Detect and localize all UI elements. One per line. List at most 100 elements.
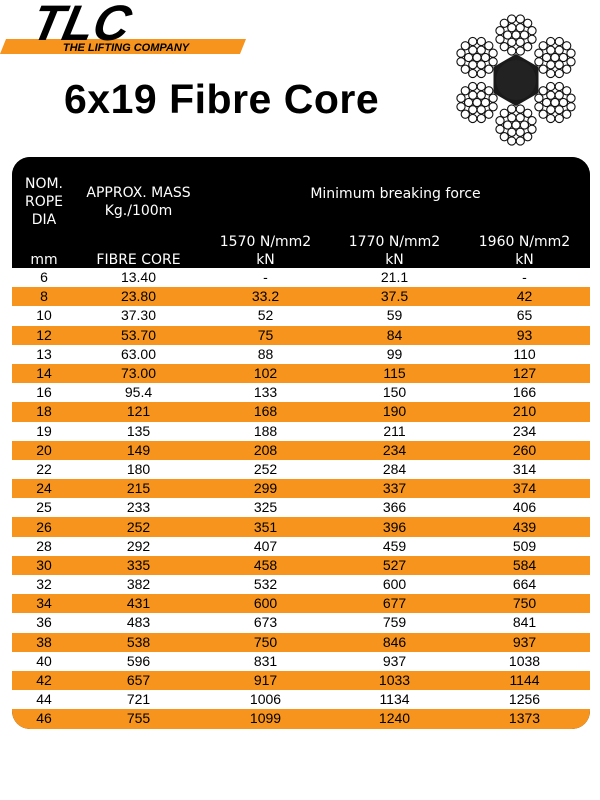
cell-force-1960: 406 [459,498,590,518]
table-row: 40 596 831 937 1038 [12,651,590,671]
logo-tagline: THE LIFTING COMPANY [63,42,191,54]
cell-force-1770: 677 [330,594,459,614]
cell-force-1770: 846 [330,632,459,652]
cell-mass: 538 [76,632,201,652]
table-row: 8 23.80 33.2 37.5 42 [12,287,590,307]
cell-force-1770: 99 [330,344,459,364]
table-row: 32 382 532 600 664 [12,575,590,595]
cell-rope-dia: 19 [12,421,76,441]
cell-force-1570: 252 [201,459,330,480]
cell-mass: 135 [76,421,201,441]
cell-mass: 215 [76,479,201,499]
cell-force-1570: - [201,268,330,288]
company-logo: TLC THE LIFTING COMPANY [0,0,250,62]
cell-force-1960: 584 [459,555,590,575]
header-unit-kn: kN [515,252,534,268]
cell-force-1960: 509 [459,536,590,556]
cell-mass: 23.80 [76,287,201,307]
cell-rope-dia: 36 [12,613,76,633]
cell-rope-dia: 25 [12,498,76,518]
cell-force-1770: 190 [330,402,459,422]
cell-force-1960: 937 [459,632,590,652]
cell-rope-dia: 22 [12,459,76,480]
cell-rope-dia: 13 [12,344,76,364]
cell-force-1570: 88 [201,344,330,364]
table-row: 30 335 458 527 584 [12,555,590,575]
cell-rope-dia: 32 [12,575,76,595]
table-header: NOM. ROPE DIA mm APPROX. MASS Kg./100m F… [12,157,590,268]
cell-mass: 233 [76,498,201,518]
table-row: 34 431 600 677 750 [12,594,590,614]
cell-force-1570: 1006 [201,690,330,710]
header-fibre-core: FIBRE CORE [96,252,181,268]
cell-force-1570: 750 [201,632,330,652]
cell-force-1770: 234 [330,440,459,460]
cell-rope-dia: 8 [12,287,76,307]
table-row: 20 149 208 234 260 [12,440,590,460]
cell-mass: 149 [76,440,201,460]
cell-force-1770: 366 [330,498,459,518]
cell-mass: 292 [76,536,201,556]
cell-force-1770: 396 [330,517,459,537]
cell-mass: 13.40 [76,268,201,288]
cell-force-1770: 1240 [330,709,459,729]
cell-mass: 63.00 [76,344,201,364]
cell-force-1960: 1038 [459,651,590,671]
cell-rope-dia: 18 [12,402,76,422]
cell-force-1770: 459 [330,536,459,556]
cell-force-1770: 115 [330,363,459,384]
cell-rope-dia: 10 [12,306,76,326]
cell-force-1570: 299 [201,479,330,499]
cell-force-1770: 284 [330,459,459,480]
cell-force-1960: 664 [459,575,590,595]
cell-rope-dia: 14 [12,363,76,384]
header-unit-mm: mm [30,252,58,268]
cell-force-1770: 337 [330,479,459,499]
table-row: 13 63.00 88 99 110 [12,344,590,364]
header-approx-mass: APPROX. MASS Kg./100m [86,185,191,219]
cell-force-1960: 374 [459,479,590,499]
table-row: 24 215 299 337 374 [12,479,590,499]
header-nom-rope-dia: NOM. ROPE DIA [24,176,64,228]
cell-force-1960: 210 [459,402,590,422]
cell-force-1960: 439 [459,517,590,537]
table-row: 36 483 673 759 841 [12,613,590,633]
cell-force-1570: 407 [201,536,330,556]
cell-rope-dia: 20 [12,440,76,460]
cell-mass: 37.30 [76,306,201,326]
cell-force-1570: 458 [201,555,330,575]
cell-force-1570: 532 [201,575,330,595]
cell-rope-dia: 12 [12,325,76,345]
cell-force-1570: 33.2 [201,287,330,307]
cell-mass: 657 [76,670,201,691]
table-row: 26 252 351 396 439 [12,517,590,537]
cell-rope-dia: 16 [12,383,76,403]
cell-force-1570: 168 [201,402,330,422]
cell-force-1960: 65 [459,306,590,326]
cell-force-1570: 917 [201,670,330,691]
cell-force-1570: 351 [201,517,330,537]
cell-force-1570: 52 [201,306,330,326]
breaking-force-table: NOM. ROPE DIA mm APPROX. MASS Kg./100m F… [12,157,590,729]
cell-force-1960: 260 [459,440,590,460]
table-row: 42 657 917 1033 1144 [12,670,590,691]
cell-force-1770: 1033 [330,670,459,691]
table-row: 10 37.30 52 59 65 [12,306,590,326]
header-minimum-breaking-force: Minimum breaking force [310,186,481,202]
cell-force-1960: 93 [459,325,590,345]
cell-force-1770: 937 [330,651,459,671]
table-row: 25 233 325 366 406 [12,498,590,518]
cell-force-1570: 208 [201,440,330,460]
cell-force-1960: 42 [459,287,590,307]
cell-force-1960: 1144 [459,670,590,691]
cell-force-1570: 831 [201,651,330,671]
cell-force-1960: 110 [459,344,590,364]
cell-force-1570: 673 [201,613,330,633]
table-row: 28 292 407 459 509 [12,536,590,556]
cell-mass: 721 [76,690,201,710]
cell-rope-dia: 26 [12,517,76,537]
cell-force-1570: 600 [201,594,330,614]
cell-mass: 252 [76,517,201,537]
cell-force-1770: 211 [330,421,459,441]
cell-force-1570: 325 [201,498,330,518]
